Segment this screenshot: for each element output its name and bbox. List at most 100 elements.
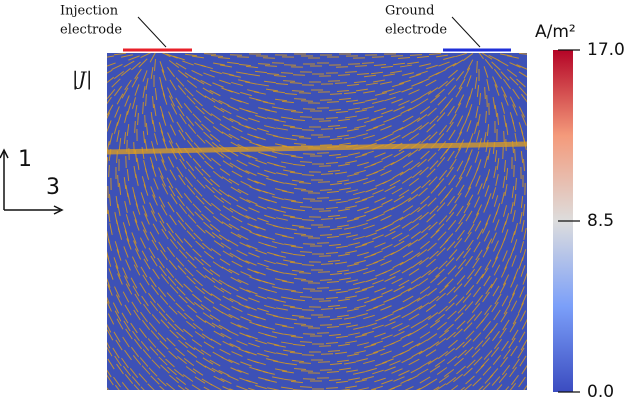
field-arrow xyxy=(185,206,195,216)
field-arrow xyxy=(382,222,394,230)
field-arrow xyxy=(275,188,287,192)
field-arrow xyxy=(177,85,187,95)
field-arrow xyxy=(407,194,419,202)
field-arrow xyxy=(257,262,269,268)
field-arrow xyxy=(485,283,493,295)
field-arrow xyxy=(166,177,174,189)
field-arrow xyxy=(123,246,129,258)
field-arrow xyxy=(356,133,368,137)
field-arrow xyxy=(229,207,241,215)
field-arrow xyxy=(283,378,297,382)
field-arrow xyxy=(353,235,365,241)
field-arrow xyxy=(177,265,187,275)
field-arrow xyxy=(357,251,369,257)
field-arrow xyxy=(291,269,305,273)
field-arrow xyxy=(168,185,176,197)
field-arrow xyxy=(374,242,386,248)
field-arrow xyxy=(419,211,429,221)
field-arrow xyxy=(446,195,456,207)
field-arrow xyxy=(168,60,180,68)
field-arrow xyxy=(430,229,440,239)
field-arrow xyxy=(491,256,499,268)
field-arrow xyxy=(389,90,401,96)
field-arrow xyxy=(380,125,392,131)
field-arrow xyxy=(407,239,419,247)
field-arrow xyxy=(426,333,438,341)
field-arrow xyxy=(275,143,287,147)
field-arrow xyxy=(273,315,285,319)
field-arrow xyxy=(472,377,482,387)
field-arrow xyxy=(212,126,224,134)
field-arrow xyxy=(202,197,212,207)
field-arrow xyxy=(195,90,207,98)
field-arrow xyxy=(157,287,167,297)
field-arrow xyxy=(142,274,150,286)
field-arrow xyxy=(289,171,303,175)
field-arrow xyxy=(492,285,500,297)
field-arrow xyxy=(264,304,276,310)
field-arrow xyxy=(474,265,482,277)
field-arrow xyxy=(453,328,463,338)
field-arrow xyxy=(380,81,392,85)
field-arrow xyxy=(211,97,223,105)
field-arrow xyxy=(390,55,404,57)
field-arrow xyxy=(437,96,447,106)
field-arrow xyxy=(416,339,428,347)
field-arrow xyxy=(402,72,414,76)
field-arrow xyxy=(272,241,284,245)
field-arrow xyxy=(254,180,266,186)
field-arrow xyxy=(354,169,366,175)
field-arrow xyxy=(466,268,476,280)
field-arrow xyxy=(114,355,122,367)
field-arrow xyxy=(345,295,357,299)
field-arrow xyxy=(446,166,454,178)
field-arrow xyxy=(389,134,401,142)
field-arrow xyxy=(107,341,111,349)
injection-label: Injection xyxy=(60,4,119,19)
field-arrow xyxy=(398,324,410,332)
field-arrow xyxy=(445,347,455,357)
field-arrow xyxy=(398,100,410,106)
field-arrow xyxy=(518,86,527,96)
field-arrow xyxy=(185,160,195,172)
field-arrow xyxy=(353,326,365,330)
field-arrow xyxy=(337,343,351,347)
field-arrow xyxy=(182,60,194,66)
field-arrow xyxy=(149,202,155,214)
field-arrow xyxy=(265,243,277,249)
field-arrow xyxy=(348,332,360,336)
field-arrow xyxy=(204,205,214,215)
field-arrow xyxy=(364,298,376,304)
field-arrow xyxy=(381,379,393,385)
field-arrow xyxy=(435,54,449,58)
field-arrow xyxy=(496,384,503,390)
field-arrow xyxy=(390,203,402,211)
field-arrow xyxy=(503,94,509,106)
field-arrow xyxy=(298,182,312,184)
field-arrow xyxy=(411,305,423,313)
field-arrow xyxy=(454,312,464,322)
field-arrow xyxy=(456,160,464,172)
field-arrow xyxy=(318,210,332,212)
field-arrow xyxy=(484,185,490,197)
field-arrow xyxy=(237,188,249,196)
field-arrow xyxy=(177,385,186,390)
field-arrow xyxy=(113,257,119,269)
field-arrow xyxy=(503,78,511,90)
field-arrow xyxy=(138,58,148,68)
field-arrow xyxy=(484,156,488,168)
field-arrow xyxy=(464,231,472,243)
field-arrow xyxy=(230,276,242,284)
field-arrow xyxy=(408,358,420,366)
field-arrow xyxy=(276,127,288,131)
field-arrow xyxy=(417,158,427,168)
field-arrow xyxy=(408,313,420,321)
field-arrow xyxy=(183,193,193,203)
field-arrow xyxy=(127,193,131,205)
field-arrow xyxy=(133,338,143,350)
field-arrow xyxy=(410,231,422,239)
field-arrow xyxy=(392,126,404,134)
field-arrow xyxy=(186,185,196,195)
field-arrow xyxy=(240,225,252,233)
field-arrow xyxy=(474,340,484,350)
